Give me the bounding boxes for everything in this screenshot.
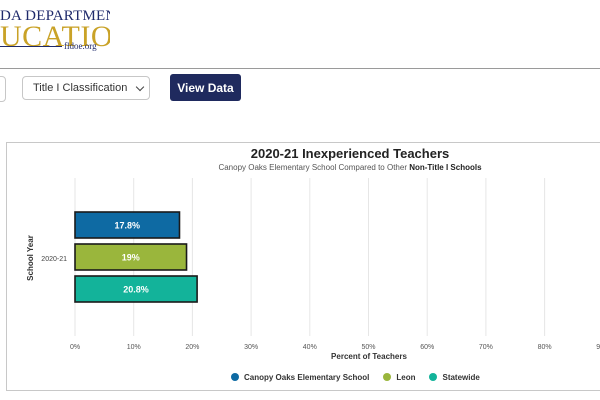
bar xyxy=(74,275,198,303)
bar-data-label: 20.8% xyxy=(123,285,149,295)
x-tick-label: 70% xyxy=(479,344,493,351)
x-tick-label: 60% xyxy=(420,344,434,351)
x-tick-label: 90% xyxy=(596,344,600,351)
title-i-classification-select[interactable]: Title I Classification xyxy=(22,76,150,100)
legend-label: Canopy Oaks Elementary School xyxy=(244,372,370,382)
logo-education-text: UCATION xyxy=(0,20,110,53)
header-divider xyxy=(0,68,600,69)
previous-select-edge[interactable] xyxy=(0,76,6,102)
legend-label: Leon xyxy=(396,372,416,382)
x-tick-label: 20% xyxy=(185,344,199,351)
legend-item[interactable]: Leon xyxy=(383,373,415,382)
x-tick-label: 30% xyxy=(244,344,258,351)
y-category-label: 2020-21 xyxy=(41,256,67,263)
legend-marker-icon xyxy=(429,373,438,381)
legend-item[interactable]: Canopy Oaks Elementary School xyxy=(231,373,369,382)
x-tick-label: 50% xyxy=(361,344,375,351)
y-axis-label: School Year xyxy=(26,235,35,281)
chart-title: 2020-21 Inexperienced Teachers xyxy=(250,146,450,161)
legend-marker-icon xyxy=(231,373,239,381)
chart-subtitle-text: Canopy Oaks Elementary School Compared t… xyxy=(218,163,410,172)
x-tick-label: 40% xyxy=(303,344,317,351)
chart-subtitle-emphasis: Non-Title I Schools xyxy=(409,163,482,172)
legend-item[interactable]: Statewide xyxy=(429,372,480,382)
logo-department-text: DA DEPARTMENT OF xyxy=(0,8,110,24)
x-tick-label: 0% xyxy=(70,344,80,351)
bar-data-label: 17.8% xyxy=(114,221,140,231)
bar-data-label: 19% xyxy=(122,253,140,263)
view-data-button[interactable]: View Data xyxy=(170,74,241,101)
bar xyxy=(74,243,188,271)
bar xyxy=(74,211,181,239)
legend-marker-icon xyxy=(383,373,392,381)
chart-subtitle: Canopy Oaks Elementary School Compared t… xyxy=(50,163,600,172)
logo-rule xyxy=(0,46,62,47)
chart-legend: Canopy Oaks Elementary School Leon Statewi… xyxy=(231,371,494,383)
x-axis-label: Percent of Teachers xyxy=(331,352,407,361)
x-tick-label: 10% xyxy=(127,344,141,351)
logo-url: fldoe.org xyxy=(64,41,97,51)
legend-label: Statewide xyxy=(442,372,480,382)
select-value: Title I Classification xyxy=(33,82,128,94)
x-tick-label: 80% xyxy=(538,344,552,351)
